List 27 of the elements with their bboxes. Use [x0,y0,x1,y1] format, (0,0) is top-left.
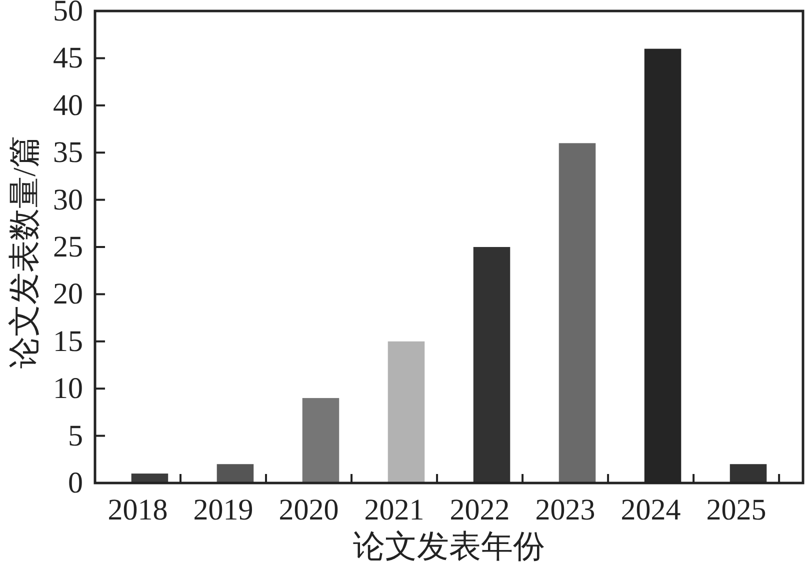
bar [302,398,340,483]
y-tick-label: 10 [53,372,83,406]
bar [473,247,510,483]
y-tick-label: 40 [53,88,83,122]
y-tick-label: 45 [53,42,83,75]
x-tick-label: 2022 [450,494,510,526]
y-tick-label: 50 [53,0,83,28]
y-tick-label: 0 [68,466,83,500]
bar [558,143,596,483]
bar [730,464,767,483]
x-tick-label: 2019 [193,494,254,526]
y-tick-label: 5 [68,419,83,452]
y-tick-label: 15 [53,324,83,358]
y-tick-label: 35 [53,136,83,170]
bar [388,341,425,483]
x-tick-label: 2021 [364,494,424,526]
x-axis-title: 论文发表年份 [353,528,545,563]
y-tick-label: 20 [53,278,83,311]
x-tick-label: 2025 [706,494,766,526]
y-tick-label: 25 [53,230,83,264]
y-tick-label: 30 [53,183,83,216]
x-tick-label: 2024 [620,494,681,526]
x-tick-label: 2023 [535,494,596,526]
y-axis-title: 论文发表数量/篇 [6,136,42,368]
bar [216,464,254,483]
x-tick-label: 2018 [108,494,168,526]
x-tick-label: 2020 [278,494,339,526]
